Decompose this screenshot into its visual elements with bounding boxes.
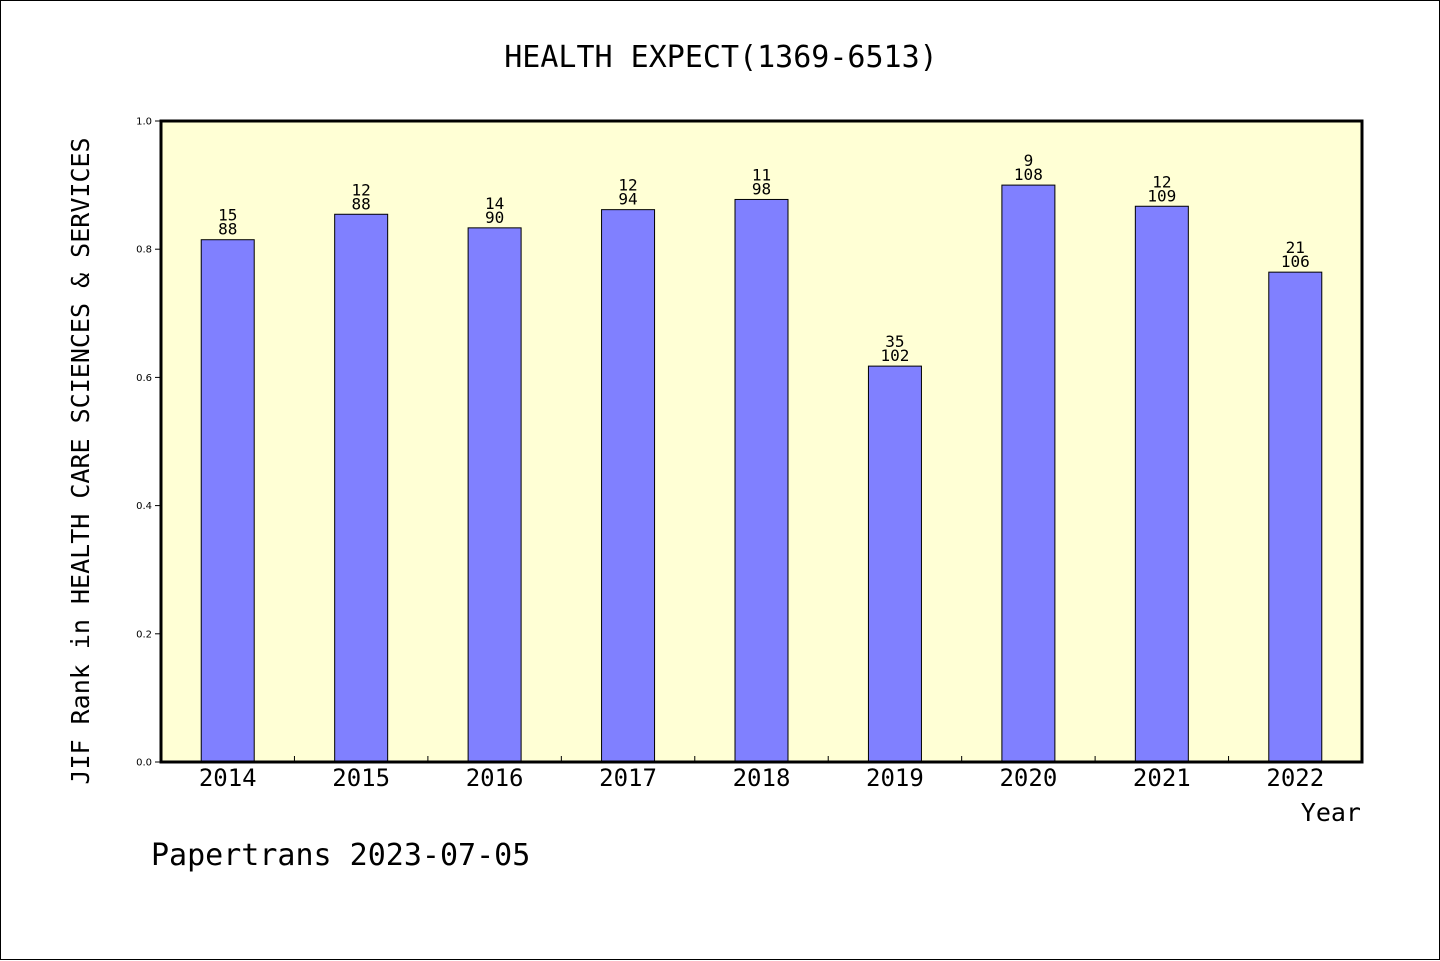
bar-label-top-2019: 35 bbox=[885, 332, 904, 351]
chart-title: HEALTH EXPECT(1369-6513) bbox=[504, 40, 937, 75]
bar-label-top-2017: 12 bbox=[618, 176, 637, 195]
bar-label-bottom-2015: 88 bbox=[352, 194, 371, 213]
x-tick-label-2015: 2015 bbox=[332, 764, 390, 792]
y-tick-label-0.4: 0.4 bbox=[136, 501, 152, 512]
bar-label-bottom-2019: 102 bbox=[880, 346, 909, 365]
x-axis: 2014 2015 2016 2017 2018 2019 2020 2021 2022 bbox=[199, 756, 1324, 792]
y-axis: 0.0 0.2 0.4 0.6 0.8 1.0 bbox=[136, 117, 161, 769]
x-tick-label-2018: 2018 bbox=[733, 764, 791, 792]
y-tick-label-0.6: 0.6 bbox=[136, 373, 152, 384]
bar-2016 bbox=[467, 227, 522, 763]
bar-2019 bbox=[867, 365, 922, 763]
y-tick-label-1.0: 1.0 bbox=[136, 117, 152, 128]
x-tick-label-2021: 2021 bbox=[1133, 764, 1191, 792]
bar-label-top-2014: 15 bbox=[218, 206, 237, 225]
x-tick-label-2020: 2020 bbox=[999, 764, 1057, 792]
x-tick-label-2017: 2017 bbox=[599, 764, 657, 792]
bar-label-top-2015: 12 bbox=[352, 180, 371, 199]
bar-label-top-2018: 11 bbox=[752, 165, 771, 184]
bar-2022 bbox=[1268, 271, 1323, 763]
plot-border bbox=[159, 119, 1364, 764]
y-tick-label-0.0: 0.0 bbox=[136, 758, 152, 769]
bar-2014 bbox=[200, 239, 255, 763]
bar-label-top-2020: 9 bbox=[1024, 151, 1034, 170]
x-tick-label-2022: 2022 bbox=[1266, 764, 1324, 792]
bar-label-bottom-2022: 106 bbox=[1281, 252, 1310, 271]
footer-credit: Papertrans 2023-07-05 bbox=[151, 838, 530, 873]
bar-label-bottom-2016: 90 bbox=[485, 208, 504, 227]
bar-label-bottom-2021: 109 bbox=[1147, 186, 1176, 205]
x-tick-label-2019: 2019 bbox=[866, 764, 924, 792]
bar-label-top-2022: 21 bbox=[1286, 238, 1305, 257]
x-tick-label-2016: 2016 bbox=[466, 764, 524, 792]
y-tick-label-0.2: 0.2 bbox=[136, 629, 152, 640]
bar-label-top-2016: 14 bbox=[485, 194, 504, 213]
bar-2021 bbox=[1134, 205, 1189, 763]
bar-label-bottom-2017: 94 bbox=[618, 190, 637, 209]
bar-2015 bbox=[334, 213, 389, 763]
y-axis-title: JIF Rank in HEALTH CARE SCIENCES & SERVI… bbox=[66, 137, 95, 784]
x-axis-title: Year bbox=[1301, 798, 1361, 827]
bar-label-bottom-2018: 98 bbox=[752, 179, 771, 198]
x-tick-label-2014: 2014 bbox=[199, 764, 257, 792]
y-tick-label-0.8: 0.8 bbox=[136, 245, 152, 256]
bar-label-bottom-2020: 108 bbox=[1014, 165, 1043, 184]
bar-label-bottom-2014: 88 bbox=[218, 220, 237, 239]
bar-2018 bbox=[734, 198, 789, 763]
bar-2017 bbox=[601, 209, 656, 763]
bar-2020 bbox=[1001, 184, 1056, 763]
bar-label-top-2021: 12 bbox=[1152, 172, 1171, 191]
bar-series bbox=[200, 184, 1323, 763]
